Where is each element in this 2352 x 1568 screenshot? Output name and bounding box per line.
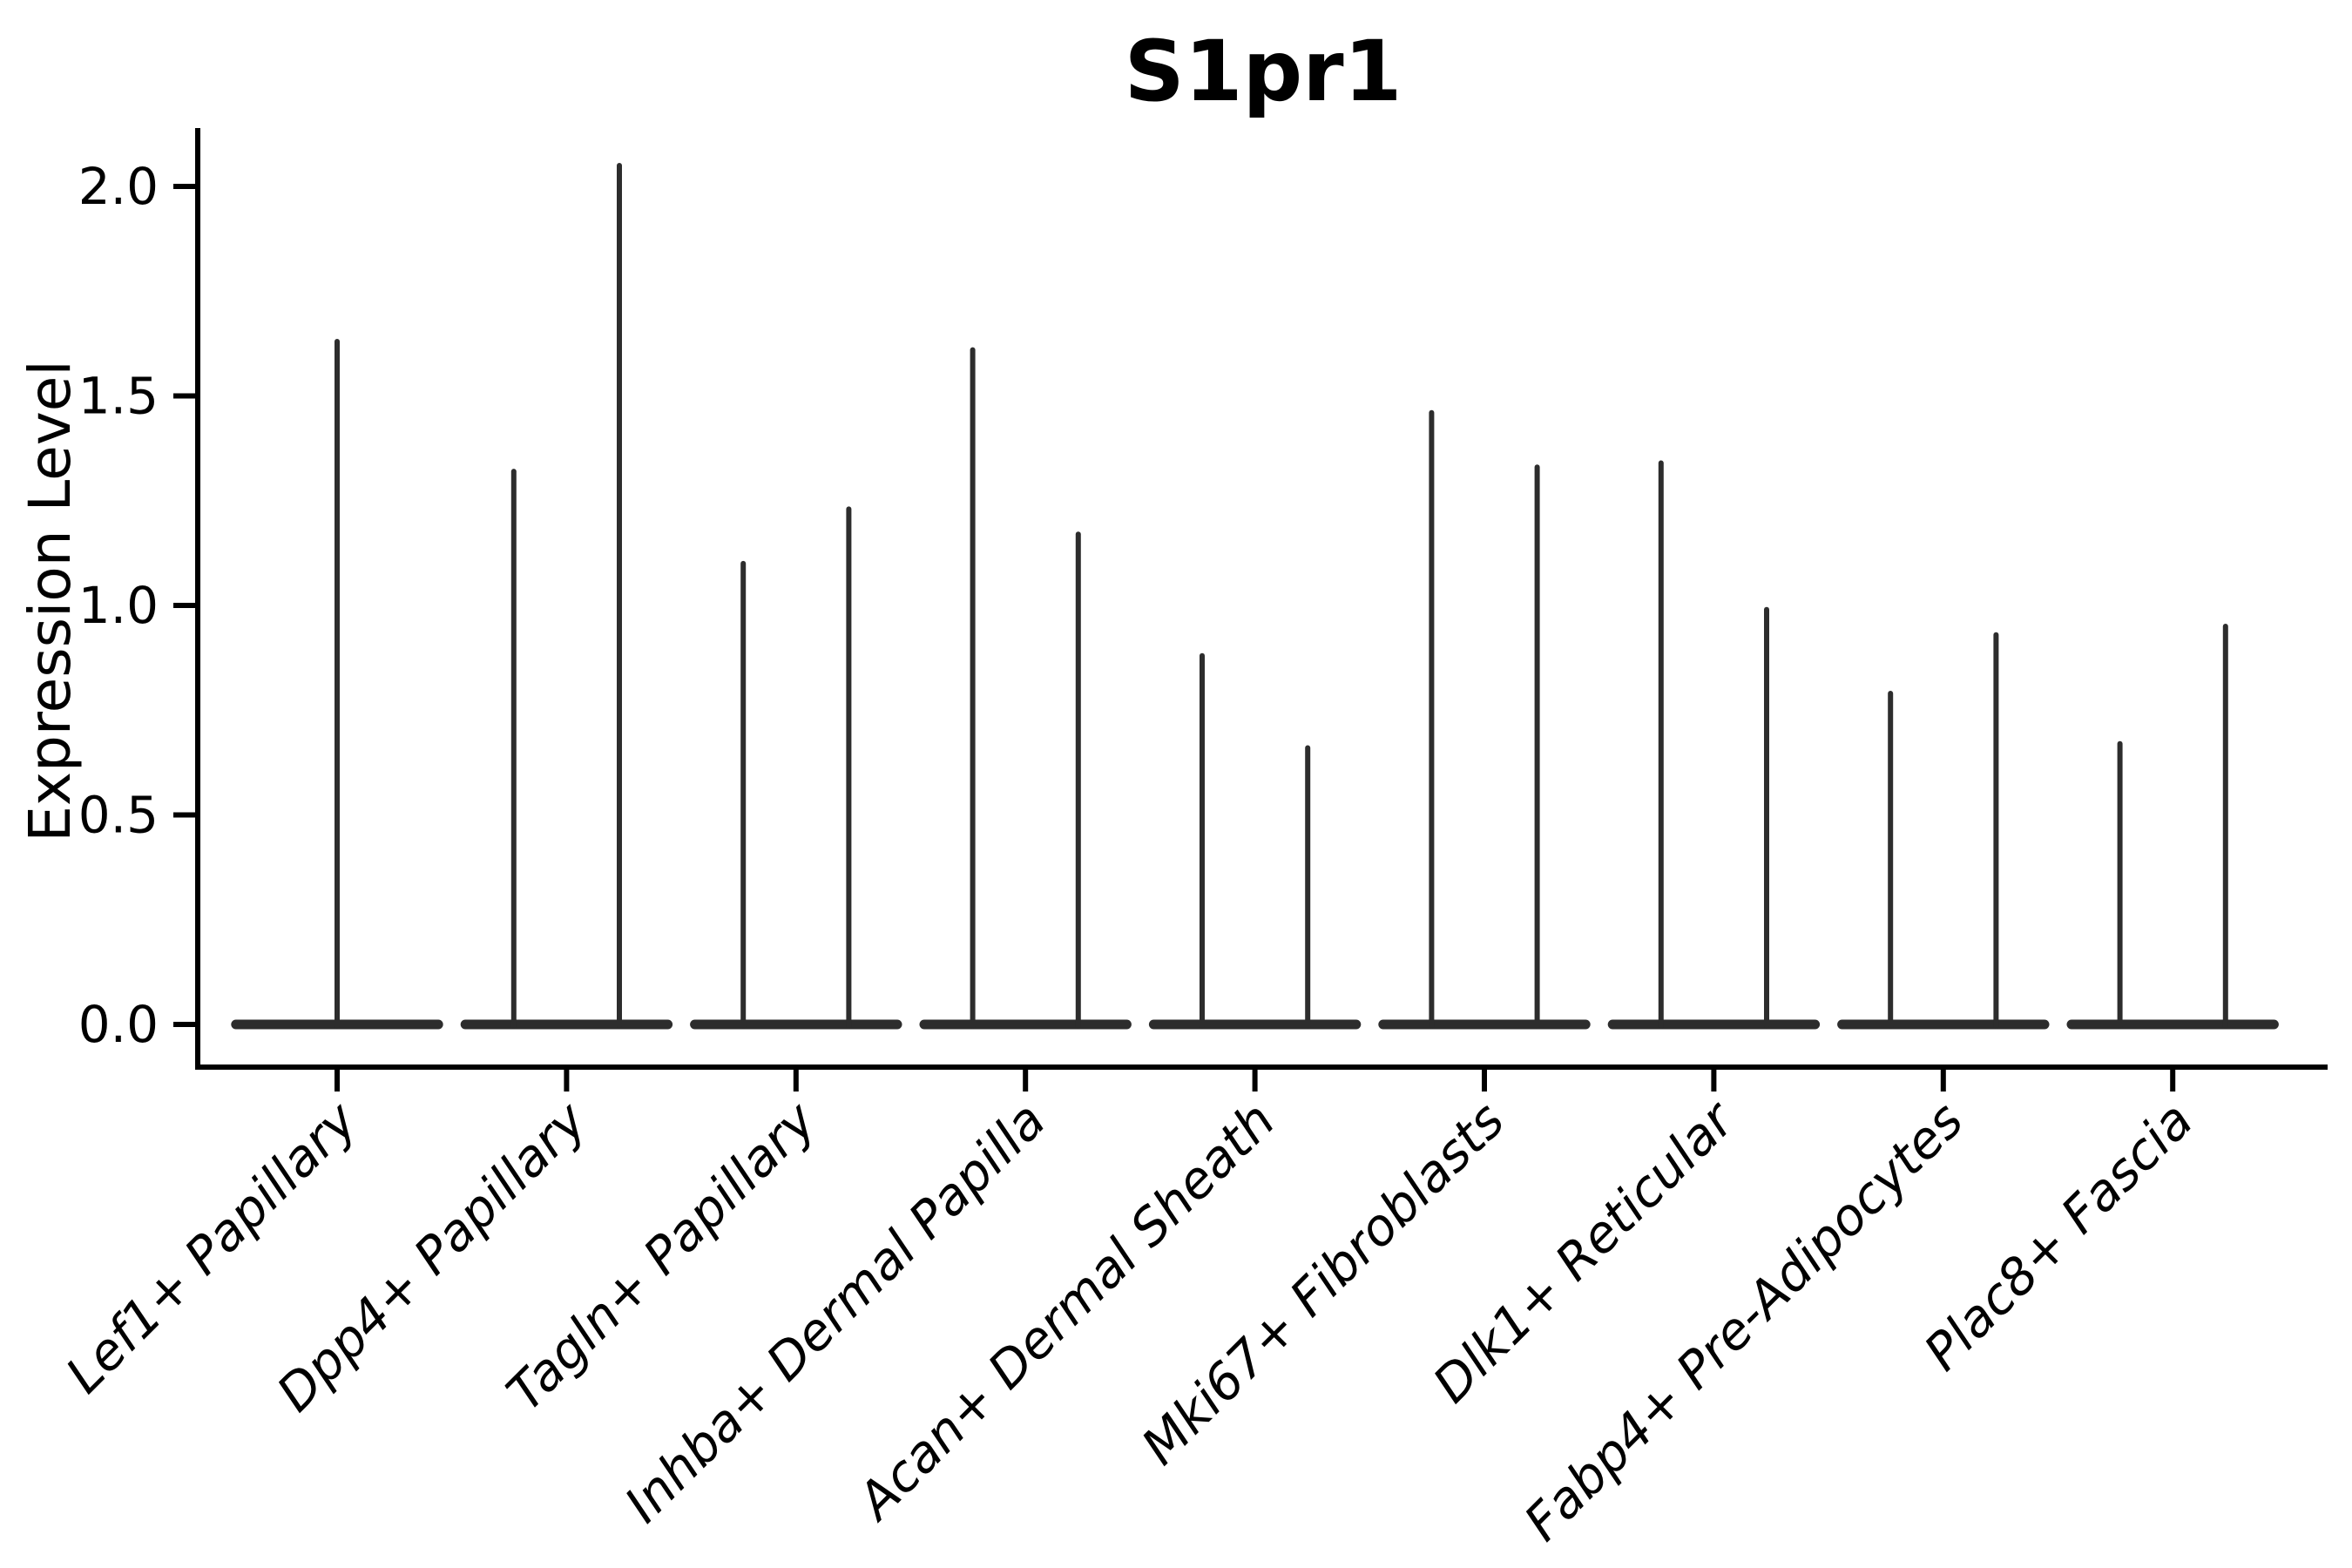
violin (460, 163, 673, 1030)
violin (919, 347, 1132, 1030)
violin (690, 506, 902, 1030)
violin (1837, 632, 2050, 1030)
violin (1148, 652, 1362, 1030)
violins-layer (231, 163, 2279, 1030)
y-tick-label: 0.0 (78, 995, 159, 1054)
y-axis-label: Expression Level (17, 360, 84, 841)
y-tick-label: 2.0 (78, 157, 159, 216)
axes-layer (173, 128, 2328, 1092)
violin (231, 339, 443, 1030)
violin (2066, 624, 2279, 1030)
violin (1607, 460, 1821, 1030)
y-tick-label: 1.5 (78, 367, 159, 426)
chart-title: S1pr1 (1125, 23, 1402, 120)
x-tick-label: Fabp4+ Pre-Adipocytes (1513, 1091, 1975, 1552)
y-tick-label: 1.0 (78, 576, 159, 635)
y-tick-label: 0.5 (78, 786, 159, 845)
x-tick-label: Acan+ Dermal Sheath (844, 1091, 1287, 1533)
x-tick-label: Inhba+ Dermal Papilla (613, 1091, 1057, 1534)
violin (1378, 409, 1591, 1030)
